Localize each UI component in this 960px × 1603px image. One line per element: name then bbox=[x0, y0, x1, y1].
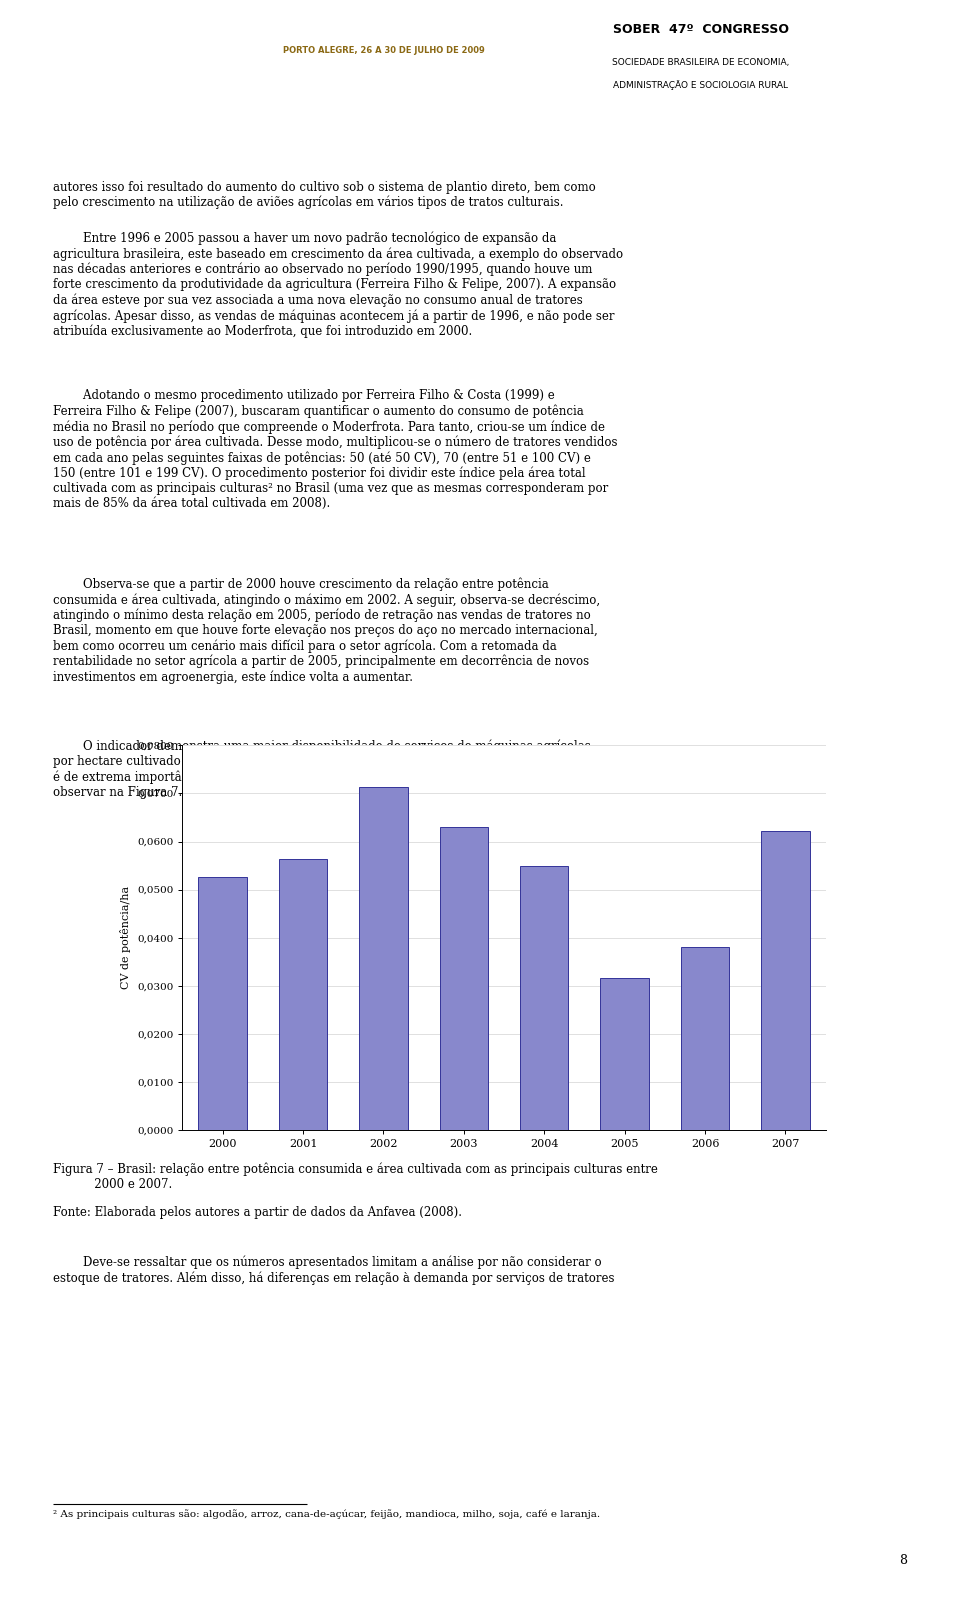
Text: Observa-se que a partir de 2000 houve crescimento da relação entre potência
cons: Observa-se que a partir de 2000 houve cr… bbox=[53, 577, 600, 684]
Bar bbox=[440, 827, 488, 1130]
Text: Fonte: Elaborada pelos autores a partir de dados da Anfavea (2008).: Fonte: Elaborada pelos autores a partir … bbox=[53, 1205, 462, 1220]
Bar bbox=[520, 866, 568, 1130]
Bar bbox=[681, 947, 730, 1130]
Bar bbox=[601, 978, 649, 1130]
Text: Deve-se ressaltar que os números apresentados limitam a análise por não consider: Deve-se ressaltar que os números apresen… bbox=[53, 1255, 614, 1286]
Bar bbox=[359, 787, 408, 1130]
Text: ² As principais culturas são: algodão, arroz, cana-de-açúcar, feijão, mandioca, : ² As principais culturas são: algodão, a… bbox=[53, 1510, 600, 1520]
Text: autores isso foi resultado do aumento do cultivo sob o sistema de plantio direto: autores isso foi resultado do aumento do… bbox=[53, 181, 595, 210]
Bar bbox=[199, 877, 247, 1130]
Text: DESENVOLVIMENTO RURAL E SISTEMAS AGROALIMENTARES: OS AGRONEGÓCIOS NO CONTEXTO DE: DESENVOLVIMENTO RURAL E SISTEMAS AGROALI… bbox=[208, 119, 752, 130]
Text: 8: 8 bbox=[900, 1553, 907, 1566]
Text: Figura 7 – Brasil: relação entre potência consumida e área cultivada com as prin: Figura 7 – Brasil: relação entre potênci… bbox=[53, 1162, 658, 1191]
Text: SOCIEDADE BRASILEIRA DE ECONOMIA,: SOCIEDADE BRASILEIRA DE ECONOMIA, bbox=[612, 58, 789, 67]
Y-axis label: CV de potência/ha: CV de potência/ha bbox=[120, 886, 132, 989]
Text: O indicador demonstra uma maior disponibilidade de serviços de máquinas agrícola: O indicador demonstra uma maior disponib… bbox=[53, 739, 615, 798]
Text: Adotando o mesmo procedimento utilizado por Ferreira Filho & Costa (1999) e
Ferr: Adotando o mesmo procedimento utilizado … bbox=[53, 390, 617, 510]
Text: PORTO ALEGRE, 26 A 30 DE JULHO DE 2009: PORTO ALEGRE, 26 A 30 DE JULHO DE 2009 bbox=[283, 45, 485, 55]
Text: SOBER  47º  CONGRESSO: SOBER 47º CONGRESSO bbox=[612, 22, 789, 35]
Text: ADMINISTRAÇÃO E SOCIOLOGIA RURAL: ADMINISTRAÇÃO E SOCIOLOGIA RURAL bbox=[613, 80, 788, 90]
Bar bbox=[761, 830, 809, 1130]
Text: Entre 1996 e 2005 passou a haver um novo padrão tecnológico de expansão da
agric: Entre 1996 e 2005 passou a haver um novo… bbox=[53, 232, 623, 338]
Bar bbox=[279, 859, 327, 1130]
